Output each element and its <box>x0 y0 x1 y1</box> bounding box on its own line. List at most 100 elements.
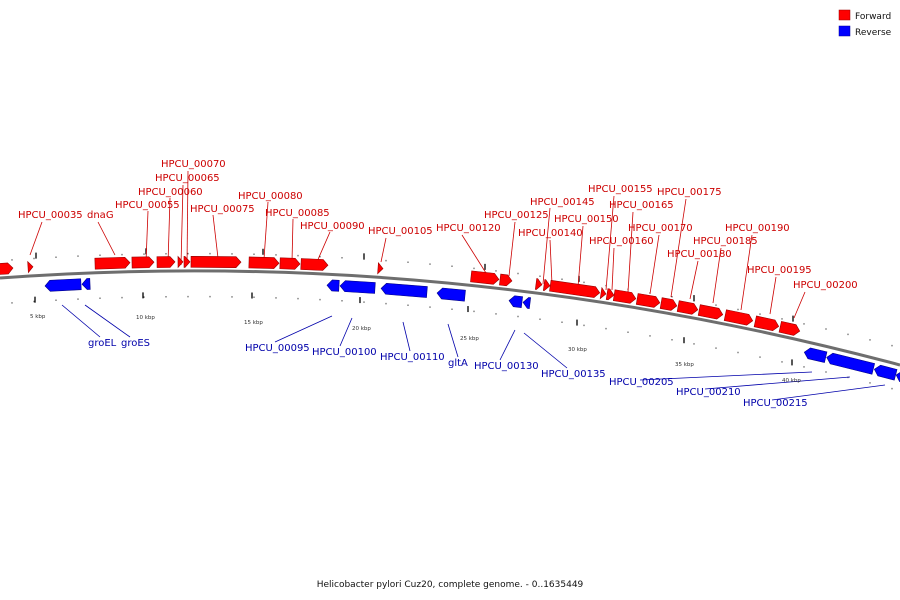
genome-backbone <box>0 269 900 367</box>
gene-label[interactable]: HPCU_00075 <box>190 204 255 215</box>
leader-line <box>670 198 687 298</box>
scale-labels: 5 kbp 10 kbp 15 kbp 20 kbp 25 kbp 30 kbp… <box>30 314 801 384</box>
gene-label[interactable]: HPCU_00180 <box>667 249 732 260</box>
scale-label: 20 kbp <box>352 326 371 332</box>
reverse-gene-arrow[interactable] <box>825 352 875 375</box>
gene-label[interactable]: HPCU_00170 <box>628 223 693 234</box>
gene-label[interactable]: HPCU_00130 <box>474 361 539 372</box>
forward-gene-arrow[interactable] <box>599 286 607 300</box>
forward-gene-arrow[interactable] <box>94 256 131 270</box>
forward-gene-labels: HPCU_00035 dnaG HPCU_00055 HPCU_00060 HP… <box>18 159 858 291</box>
label-leader-lines <box>29 170 886 401</box>
gene-label[interactable]: HPCU_00160 <box>589 236 654 247</box>
leader-line <box>769 276 777 315</box>
forward-gene-arrow[interactable] <box>190 255 242 268</box>
forward-gene-arrow[interactable] <box>177 255 184 269</box>
forward-gene-arrow[interactable] <box>156 256 176 268</box>
gene-label[interactable]: HPCU_00200 <box>793 280 858 291</box>
forward-gene-arrow[interactable] <box>676 300 699 315</box>
forward-gene-arrow[interactable] <box>778 321 801 336</box>
forward-gene-arrow[interactable] <box>753 315 780 332</box>
reverse-gene-arrow[interactable] <box>44 278 82 292</box>
gene-label[interactable]: HPCU_00080 <box>238 191 303 202</box>
leader-line <box>61 304 101 338</box>
forward-gene-arrow[interactable] <box>300 258 329 271</box>
forward-gene-arrow[interactable] <box>605 288 615 301</box>
forward-gene-arrow[interactable] <box>549 279 601 298</box>
gene-label[interactable]: HPCU_00090 <box>300 221 365 232</box>
forward-gene-arrow[interactable] <box>131 256 155 269</box>
gene-label[interactable]: dnaG <box>87 210 114 221</box>
forward-gene-arrow[interactable] <box>612 289 637 304</box>
reverse-gene-arrow[interactable] <box>522 297 531 309</box>
leader-line <box>611 247 615 291</box>
reverse-gene-arrow[interactable] <box>873 364 898 381</box>
gene-label[interactable]: HPCU_00035 <box>18 210 83 221</box>
reverse-gene-arrow[interactable] <box>339 280 376 294</box>
forward-gene-arrow[interactable] <box>659 297 678 312</box>
reverse-gene-arrow[interactable] <box>508 295 523 308</box>
gene-label[interactable]: HPCU_00085 <box>265 208 330 219</box>
scale-label: 35 kbp <box>675 362 694 368</box>
forward-gene-arrow[interactable] <box>542 279 551 292</box>
gene-label[interactable]: HPCU_00215 <box>743 398 808 409</box>
gene-label[interactable]: HPCU_00190 <box>725 223 790 234</box>
gene-label[interactable]: HPCU_00185 <box>693 236 758 247</box>
forward-gene-arrow[interactable] <box>279 257 301 270</box>
leader-line <box>291 218 294 263</box>
reverse-gene-arrow[interactable] <box>326 279 340 292</box>
gene-label[interactable]: HPCU_00110 <box>380 352 445 363</box>
gene-label[interactable]: HPCU_00065 <box>155 173 220 184</box>
gene-label[interactable]: HPCU_00120 <box>436 223 501 234</box>
gene-label[interactable]: HPCU_00060 <box>138 187 203 198</box>
scale-label: 15 kbp <box>244 320 263 326</box>
gene-label[interactable]: HPCU_00205 <box>609 377 674 388</box>
leader-line <box>771 384 886 401</box>
reverse-gene-arrow[interactable] <box>380 282 428 298</box>
reverse-gene-arrow[interactable] <box>895 370 900 384</box>
leader-line <box>649 234 660 295</box>
reverse-gene-arrow[interactable] <box>436 287 466 302</box>
leader-line <box>29 221 43 256</box>
gene-label[interactable]: groEL <box>88 338 117 349</box>
reverse-gene-arrow[interactable] <box>803 347 828 363</box>
forward-gene-arrow[interactable] <box>183 256 191 268</box>
leader-line <box>145 210 149 263</box>
gene-label[interactable]: HPCU_00175 <box>657 187 722 198</box>
gene-label[interactable]: HPCU_00105 <box>368 226 433 237</box>
legend-reverse-label: Reverse <box>855 28 892 38</box>
forward-gene-arrow[interactable] <box>27 260 34 274</box>
forward-gene-arrow[interactable] <box>635 293 661 309</box>
leader-line <box>523 332 568 369</box>
gene-label[interactable]: HPCU_00140 <box>518 228 583 239</box>
gene-label[interactable]: HPCU_00095 <box>245 343 310 354</box>
forward-gene-arrow[interactable] <box>248 256 280 269</box>
gene-label[interactable]: groES <box>121 338 150 349</box>
forward-gene-arrow[interactable] <box>499 273 513 287</box>
gene-label[interactable]: HPCU_00055 <box>115 200 180 211</box>
leader-line <box>461 234 487 274</box>
map-caption: Helicobacter pylori Cuz20, complete geno… <box>317 580 584 590</box>
leader-line <box>315 231 331 265</box>
gene-label[interactable]: HPCU_00070 <box>161 159 226 170</box>
gene-label[interactable]: HPCU_00210 <box>676 387 741 398</box>
gene-label[interactable]: HPCU_00150 <box>554 214 619 225</box>
forward-gene-arrow[interactable] <box>377 261 384 275</box>
gene-label[interactable]: HPCU_00155 <box>588 184 653 195</box>
forward-gene-arrow[interactable] <box>723 309 754 326</box>
leader-line <box>180 184 184 266</box>
forward-gene-arrow[interactable] <box>470 270 500 285</box>
forward-gene-arrow[interactable] <box>534 278 543 291</box>
gene-label[interactable]: gltA <box>448 358 468 369</box>
gene-label[interactable]: HPCU_00165 <box>609 200 674 211</box>
forward-gene-arrow[interactable] <box>697 304 724 320</box>
gene-label[interactable]: HPCU_00195 <box>747 265 812 276</box>
gene-label[interactable]: HPCU_00100 <box>312 347 377 358</box>
forward-gene-arrow[interactable] <box>0 262 14 276</box>
legend-forward-swatch <box>838 9 851 21</box>
reverse-gene-arrow[interactable] <box>81 278 91 290</box>
gene-label[interactable]: HPCU_00125 <box>484 210 549 221</box>
gene-label[interactable]: HPCU_00135 <box>541 369 606 380</box>
gene-label[interactable]: HPCU_00145 <box>530 197 595 208</box>
legend: Forward Reverse <box>838 9 892 38</box>
